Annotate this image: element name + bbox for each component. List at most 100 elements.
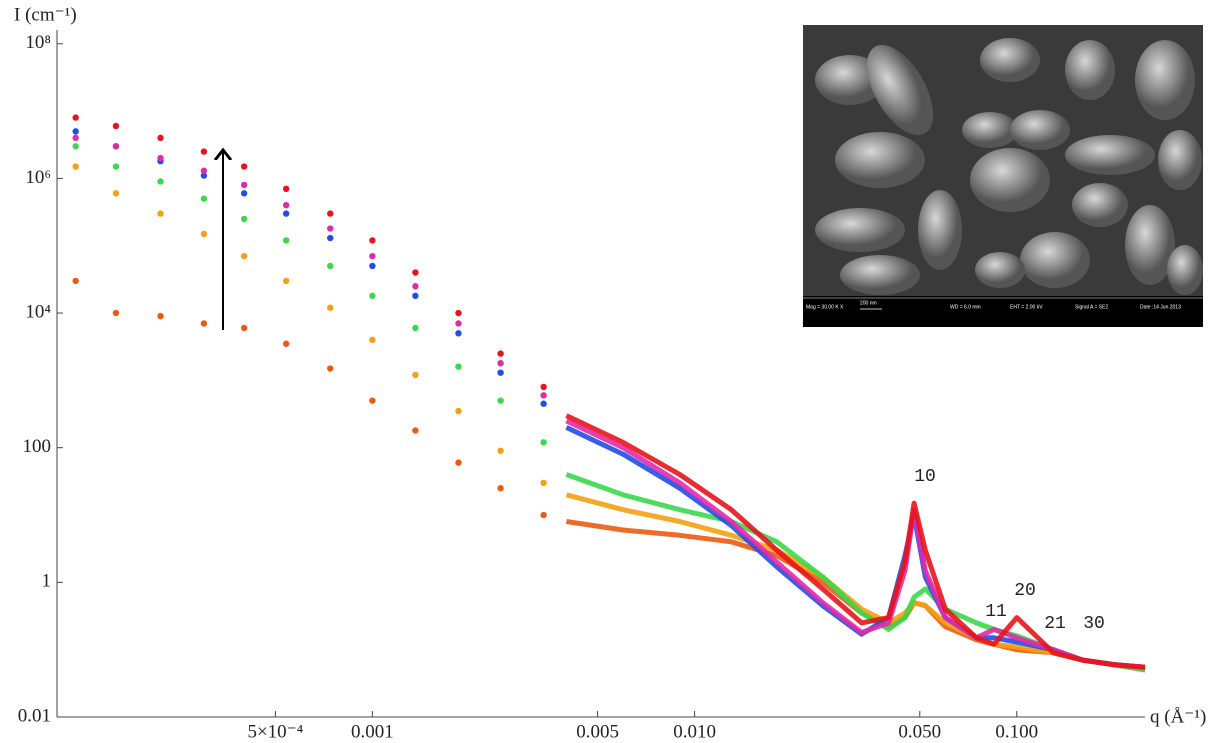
data-point (200, 172, 208, 179)
x-tick-label: 0.050 (898, 721, 941, 742)
data-point (412, 371, 419, 379)
data-point (540, 511, 547, 519)
y-tick-label: 10⁸ (25, 32, 51, 53)
sem-mag: Mag = 30.00 K X (806, 304, 844, 310)
series-curve (565, 472, 1146, 673)
y-tick-label: 10⁴ (25, 301, 51, 322)
peak-label: 20 (1014, 581, 1036, 601)
peak-label: 10 (914, 467, 936, 487)
data-point (72, 143, 79, 150)
data-point (157, 154, 164, 162)
data-point (72, 128, 79, 135)
data-point (327, 262, 334, 270)
data-point (112, 143, 120, 150)
data-point (369, 292, 376, 300)
sem-date: Date :14 Jun 2013 (1140, 304, 1181, 310)
data-point (112, 190, 120, 197)
sem-signal: Signal A = SE2 (1075, 304, 1108, 310)
data-point (282, 185, 290, 193)
peak-label: 21 (1044, 614, 1066, 634)
data-point (412, 324, 419, 332)
data-point (240, 163, 248, 170)
series-curve (566, 519, 1146, 673)
x-tick-label: 0.010 (673, 721, 716, 742)
data-point (72, 277, 79, 285)
data-point (327, 225, 334, 232)
data-point (240, 252, 248, 260)
sem-wd: WD = 6.0 mm (950, 304, 981, 310)
x-axis-label: q (Å⁻¹) (1150, 706, 1206, 727)
data-point (282, 210, 290, 217)
data-point (200, 230, 208, 238)
data-point (282, 277, 290, 285)
data-point (455, 309, 462, 317)
data-point (455, 363, 462, 370)
data-point (157, 178, 164, 185)
data-point (369, 237, 376, 244)
sem-info-bar (803, 296, 1203, 327)
data-point (455, 459, 462, 466)
data-point (455, 330, 462, 337)
x-tick-label: 0.100 (995, 721, 1038, 742)
data-point (282, 340, 290, 347)
data-point (72, 114, 79, 121)
series-curve (565, 413, 1146, 670)
data-point (540, 383, 547, 391)
data-point (497, 397, 504, 404)
data-point (240, 181, 248, 189)
data-point (240, 190, 248, 197)
data-point (540, 479, 547, 487)
data-point (327, 304, 334, 311)
data-point (455, 407, 462, 415)
y-tick-label: 0.01 (18, 705, 51, 726)
data-point (157, 134, 164, 142)
data-point (112, 163, 120, 170)
particles (815, 38, 1203, 295)
data-point (200, 167, 208, 174)
data-point (540, 439, 547, 446)
data-point (369, 262, 376, 270)
y-tick-label: 100 (23, 436, 52, 457)
x-tick-label: 0.005 (576, 721, 619, 742)
data-point (369, 397, 376, 404)
data-point (200, 195, 208, 202)
data-point (497, 359, 504, 367)
data-point (412, 269, 419, 276)
sem-eht: EHT = 2.00 kV (1010, 304, 1043, 310)
data-point (112, 122, 120, 130)
plot-area: 0.01 1 100 10⁴ 10⁶ 10⁸ 5×10⁻⁴ 0.001 0.005 0.010 0.… (18, 30, 1146, 742)
data-point (200, 320, 208, 327)
data-point (497, 350, 504, 357)
data-point (327, 210, 334, 217)
data-point (369, 336, 376, 344)
data-point (112, 309, 120, 317)
data-point (455, 320, 462, 327)
x-tick-label: 0.001 (351, 721, 394, 742)
data-point (369, 252, 376, 260)
y-axis-label: I (cm⁻¹) (14, 4, 77, 25)
data-point (240, 324, 248, 332)
series-curve (565, 492, 1146, 673)
inset-image: Mag = 30.00 K X 200 nm WD = 6.0 mm EHT =… (803, 25, 1203, 327)
sem-scale: 200 nm (860, 300, 877, 306)
peak-label: 30 (1083, 614, 1105, 634)
data-point (412, 427, 419, 434)
data-point (540, 392, 547, 399)
data-point (72, 134, 79, 142)
data-point (497, 369, 504, 376)
y-tick-label: 10⁶ (25, 167, 51, 188)
x-tick-label: 5×10⁻⁴ (247, 721, 303, 742)
data-point (327, 365, 334, 372)
data-point (282, 201, 290, 209)
data-point (240, 215, 248, 223)
y-tick-label: 1 (42, 571, 52, 592)
data-point (157, 312, 164, 320)
data-point (497, 485, 504, 492)
data-point (327, 234, 334, 242)
peak-label: 11 (985, 602, 1007, 622)
data-point (282, 237, 290, 244)
data-point (412, 292, 419, 300)
data-point (200, 148, 208, 155)
